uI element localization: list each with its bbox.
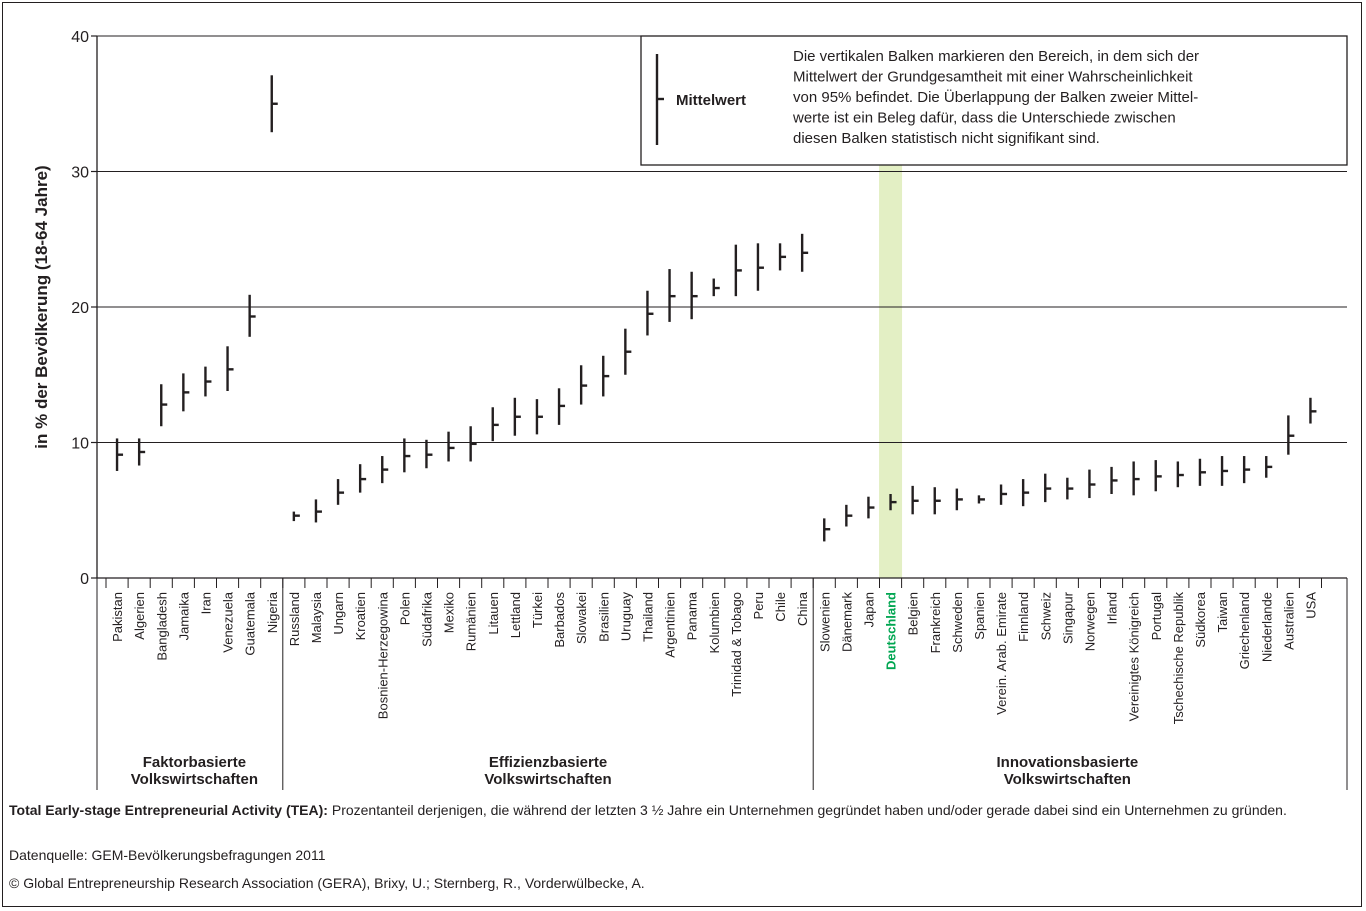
- x-category-label: Argentinien: [663, 592, 678, 658]
- x-category-label: Niederlande: [1259, 592, 1274, 662]
- x-category-label: Taiwan: [1215, 592, 1230, 632]
- x-category-label: Bangladesh: [154, 592, 169, 661]
- group-label: Volkswirtschaften: [131, 771, 258, 788]
- x-category-label: Polen: [397, 592, 412, 625]
- x-category-label: Kolumbien: [707, 592, 722, 653]
- y-tick-label: 40: [71, 29, 89, 46]
- definition-term: Total Early-stage Entrepreneurial Activi…: [9, 802, 328, 818]
- x-category-label: Schweiz: [1038, 592, 1053, 640]
- x-category-label: Chile: [773, 592, 788, 622]
- x-category-label: Tschechische Republik: [1171, 592, 1186, 725]
- x-category-label: Japan: [861, 592, 876, 627]
- x-category-label: Frankreich: [928, 592, 943, 653]
- y-tick-label: 10: [71, 436, 89, 453]
- x-category-label: China: [795, 591, 810, 626]
- legend-label: Mittelwert: [676, 92, 746, 109]
- group-label: Volkswirtschaften: [1004, 771, 1131, 788]
- x-category-label: Kroatien: [353, 592, 368, 640]
- x-category-label: Ungarn: [331, 592, 346, 635]
- group-label: Faktorbasierte: [143, 754, 246, 771]
- x-category-label: Panama: [685, 591, 700, 640]
- x-category-label: Dänemark: [839, 592, 854, 652]
- legend-description: von 95% befindet. Die Überlappung der Ba…: [793, 88, 1198, 106]
- x-category-label: Nigeria: [265, 591, 280, 633]
- x-category-label: Türkei: [530, 592, 545, 628]
- x-category-label: Südafrika: [419, 591, 434, 647]
- legend-description: Mittelwert der Grundgesamtheit mit einer…: [793, 69, 1193, 86]
- legend-box: [640, 35, 1348, 166]
- data-source: Datenquelle: GEM-Bevölkerungsbefragungen…: [9, 847, 326, 863]
- x-category-label: Australien: [1281, 592, 1296, 650]
- x-category-label: Vereinigtes Königreich: [1127, 592, 1142, 721]
- x-category-label: Norwegen: [1082, 592, 1097, 651]
- legend-description: werte ist ein Beleg dafür, dass die Unte…: [792, 110, 1176, 127]
- y-tick-label: 0: [80, 571, 89, 588]
- x-category-label: Peru: [751, 592, 766, 619]
- x-category-label: Spanien: [972, 592, 987, 640]
- x-category-label: Bosnien-Herzegowina: [375, 591, 390, 719]
- x-category-label: Jamaika: [176, 591, 191, 640]
- group-label: Volkswirtschaften: [484, 771, 611, 788]
- x-category-label: Portugal: [1149, 592, 1164, 641]
- x-category-label: Barbados: [552, 592, 567, 648]
- y-tick-label: 30: [71, 165, 89, 182]
- x-category-label: Litauen: [486, 592, 501, 635]
- legend-description: Die vertikalen Balken markieren den Bere…: [793, 48, 1199, 65]
- definition-text: Prozentanteil derjenigen, die während de…: [327, 802, 1287, 818]
- tea-errorbar-chart: 0 10 20 30 40 in % der Bevölkerung (18-64 Jah…: [32, 29, 1348, 790]
- x-category-label: Russland: [287, 592, 302, 646]
- x-category-label: Rumänien: [464, 592, 479, 651]
- x-category-label: Mexiko: [442, 592, 457, 633]
- x-category-label: Thailand: [640, 592, 655, 642]
- highlight-band: [879, 160, 903, 578]
- y-tick-label: 20: [71, 300, 89, 317]
- x-category-label: Iran: [198, 592, 213, 614]
- x-category-label: Pakistan: [110, 592, 125, 642]
- x-category-label: USA: [1303, 592, 1318, 619]
- legend-description: diesen Balken statistisch nicht signifik…: [793, 130, 1100, 147]
- x-category-label: Venezuela: [221, 591, 236, 652]
- x-category-label: Irland: [1105, 592, 1120, 625]
- x-category-label: Algerien: [132, 592, 147, 640]
- x-category-label: Deutschland: [884, 592, 899, 670]
- x-category-label: Verein. Arab. Emirate: [994, 592, 1009, 715]
- x-category-label: Schweden: [950, 592, 965, 653]
- x-category-label: Malaysia: [309, 591, 324, 643]
- group-label: Effizienzbasierte: [489, 754, 607, 771]
- x-category-label: Brasilien: [596, 592, 611, 642]
- x-category-label: Guatemala: [243, 591, 258, 655]
- x-category-label: Belgien: [906, 592, 921, 635]
- x-category-label: Slowakei: [574, 592, 589, 644]
- x-category-label: Slowenien: [817, 592, 832, 652]
- group-label: Innovationsbasierte: [996, 754, 1138, 771]
- x-category-label: Uruguay: [618, 592, 633, 642]
- copyright-notice: © Global Entrepreneurship Research Assoc…: [9, 875, 645, 891]
- tea-definition: Total Early-stage Entrepreneurial Activi…: [9, 801, 1349, 819]
- x-category-label: Singapur: [1060, 591, 1075, 644]
- y-axis-label: in % der Bevölkerung (18-64 Jahre): [32, 165, 51, 448]
- x-category-label: Lettland: [508, 592, 523, 638]
- x-category-label: Südkorea: [1193, 591, 1208, 647]
- x-category-label: Griechenland: [1237, 592, 1252, 669]
- x-category-label: Finnland: [1016, 592, 1031, 642]
- x-category-label: Trinidad & Tobago: [729, 592, 744, 697]
